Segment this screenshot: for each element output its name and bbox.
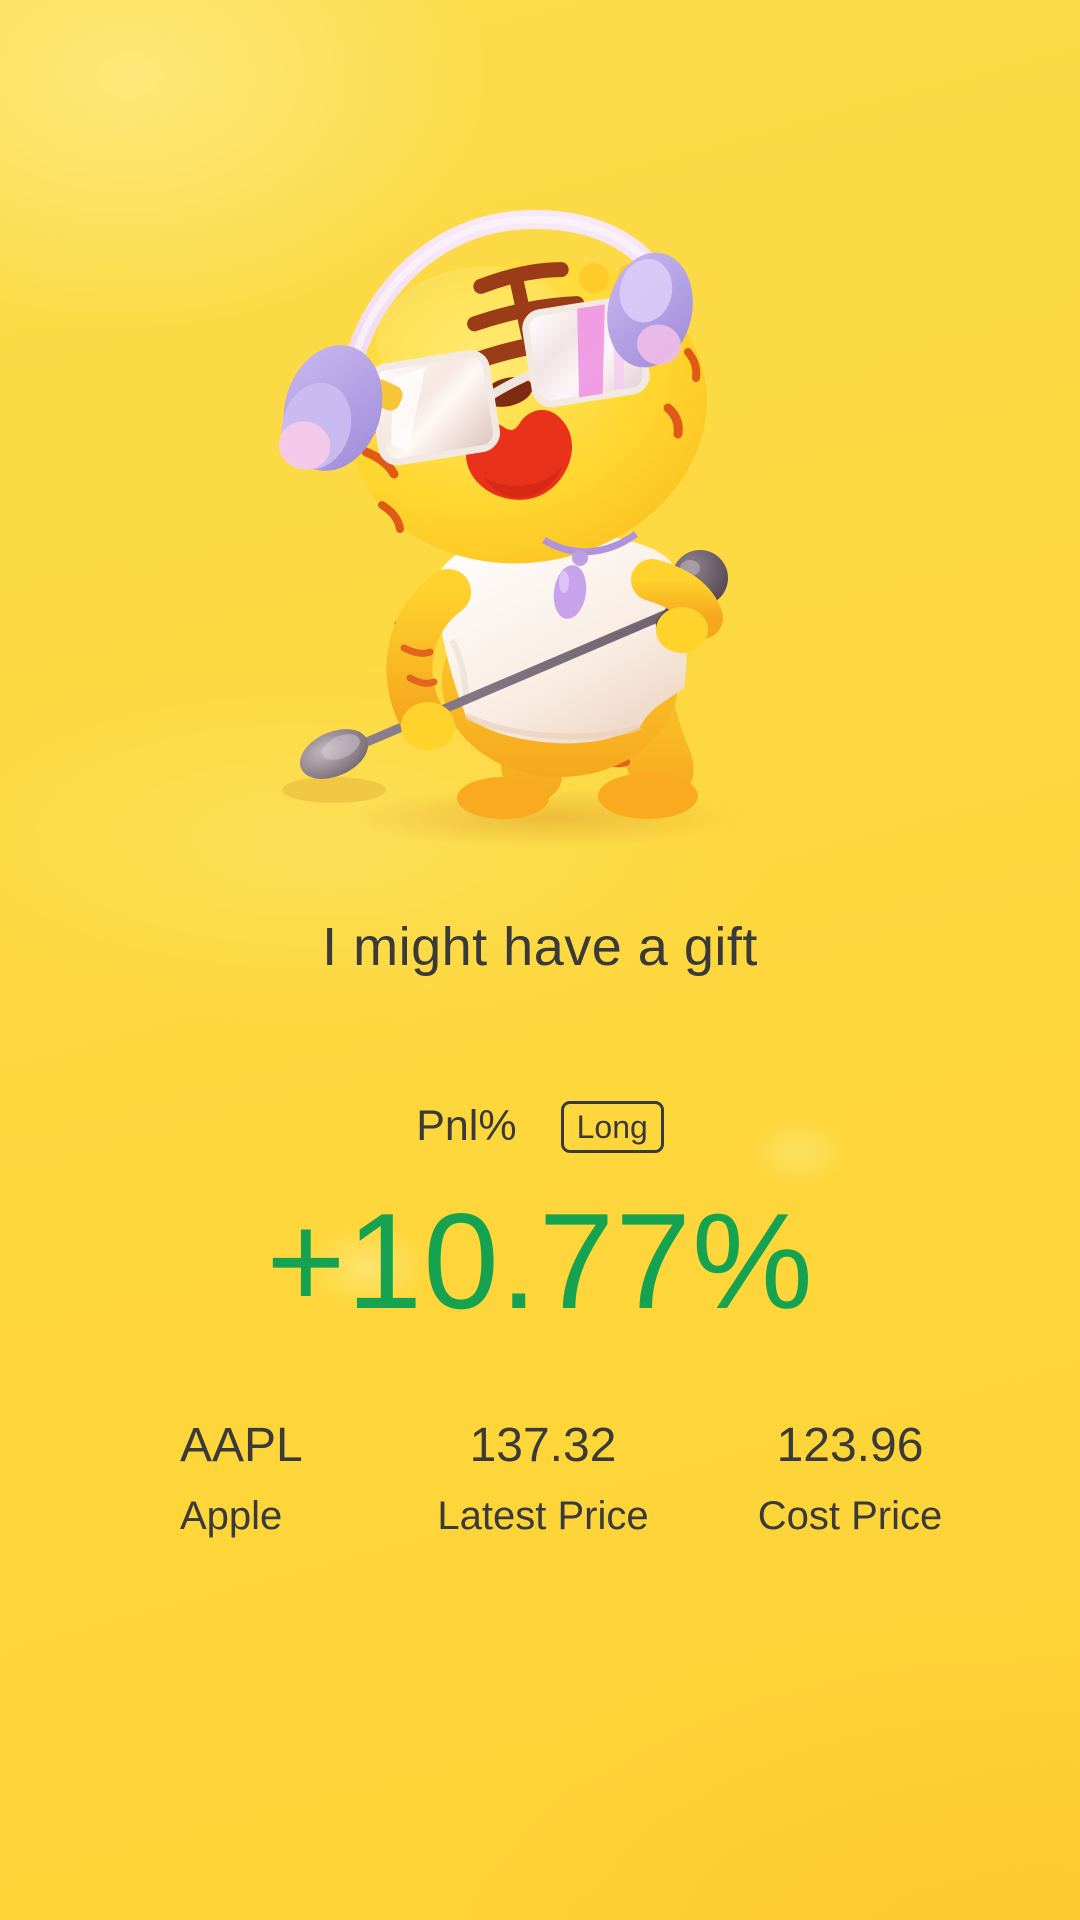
pnl-label: Pnl% — [416, 1102, 517, 1151]
stat-column-cost-price: 123.96 Cost Price — [722, 1417, 978, 1540]
sunglasses-icon — [367, 296, 650, 466]
position-side-badge: Long — [560, 1100, 664, 1154]
stat-column-latest-price: 137.32 Latest Price — [415, 1417, 671, 1540]
stat-column-symbol: AAPL Apple — [180, 1417, 303, 1540]
latest-price-label: Latest Price — [437, 1493, 649, 1538]
pnl-percentage-value: +10.77% — [266, 1185, 814, 1337]
cost-price-label: Cost Price — [757, 1493, 943, 1538]
cost-price-value: 123.96 — [776, 1419, 924, 1472]
pnl-row: Pnl% Long — [0, 1100, 1080, 1154]
tiger-head — [278, 209, 707, 659]
symbol-ticker: AAPL — [180, 1419, 303, 1472]
tiger-arms — [386, 559, 723, 750]
latest-price-value: 137.32 — [469, 1419, 617, 1472]
tiger-nose — [483, 377, 533, 407]
headphones-icon — [278, 209, 693, 471]
necklace-pendant — [542, 531, 639, 619]
symbol-name: Apple — [180, 1493, 283, 1538]
gift-title: I might have a gift — [322, 917, 758, 977]
tiger-singer-mascot-illustration — [278, 209, 745, 848]
